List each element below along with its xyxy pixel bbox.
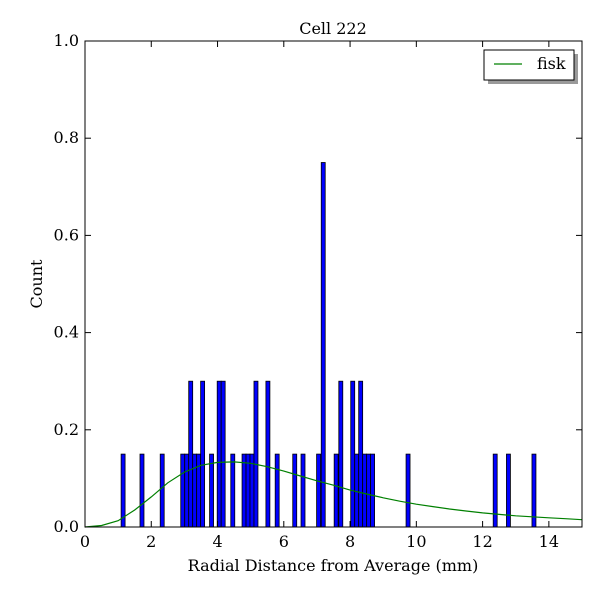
bar-3: [180, 453, 186, 528]
bar-20: [300, 453, 306, 528]
bar-9: [209, 453, 214, 528]
bar-5: [188, 380, 194, 528]
x-tick-label-2: 4: [212, 532, 222, 551]
bar-31: [405, 453, 411, 528]
bar-30: [370, 453, 375, 528]
x-tick-label-7: 14: [539, 532, 559, 551]
y-tick-label-5: 1.0: [54, 31, 79, 50]
bar-15: [249, 453, 255, 528]
bar-10: [216, 380, 222, 528]
bar-28: [362, 453, 368, 528]
bar-25: [350, 380, 356, 528]
plot-frame: [84, 40, 583, 528]
x-tick-label-3: 6: [279, 532, 289, 551]
bar-26: [354, 453, 360, 528]
bar-4: [184, 453, 190, 528]
x-tick-label-6: 12: [472, 532, 492, 551]
bar-24: [338, 380, 344, 528]
bar-17: [265, 380, 271, 528]
bar-19: [292, 453, 298, 528]
y-axis-title: Count: [27, 259, 46, 308]
y-tick-label-2: 0.4: [54, 323, 79, 342]
x-tick-label-0: 0: [80, 532, 90, 551]
legend-label-fisk: fisk: [537, 54, 566, 73]
y-tick-label-1: 0.2: [54, 420, 79, 439]
x-tick-label-5: 10: [406, 532, 426, 551]
bar-22: [320, 162, 326, 528]
y-tick-label-0: 0.0: [54, 517, 79, 536]
bar-1: [139, 453, 145, 528]
bar-32: [492, 453, 498, 528]
series-line-fisk: [84, 461, 583, 528]
bar-12: [230, 453, 236, 528]
bar-18: [274, 453, 280, 528]
bar-21: [316, 453, 321, 528]
bar-6: [192, 453, 198, 528]
bar-13: [241, 453, 247, 528]
y-tick-label-3: 0.6: [54, 225, 79, 244]
bar-33: [506, 453, 511, 528]
chart-title: Cell 222: [299, 19, 367, 38]
legend: fisk: [483, 49, 578, 84]
bar-23: [333, 453, 339, 528]
legend-box: [483, 49, 575, 81]
bar-7: [196, 453, 202, 528]
bar-16: [253, 380, 259, 528]
bar-27: [358, 380, 364, 528]
x-tick-label-4: 8: [345, 532, 355, 551]
bar-29: [366, 453, 372, 528]
bar-14: [245, 453, 251, 528]
lines-layer: [84, 461, 583, 528]
x-axis-title: Radial Distance from Average (mm): [188, 556, 479, 575]
bar-2: [159, 453, 165, 528]
bar-8: [200, 380, 206, 528]
bar-34: [531, 453, 537, 528]
ticks-layer: 0 2 4 6 8 10 12 14 0.0 0.2 0.4 0.6 0.8 1.0: [54, 31, 582, 551]
y-tick-label-4: 0.8: [54, 128, 79, 147]
bar-11: [220, 380, 226, 528]
x-tick-label-1: 2: [146, 532, 156, 551]
